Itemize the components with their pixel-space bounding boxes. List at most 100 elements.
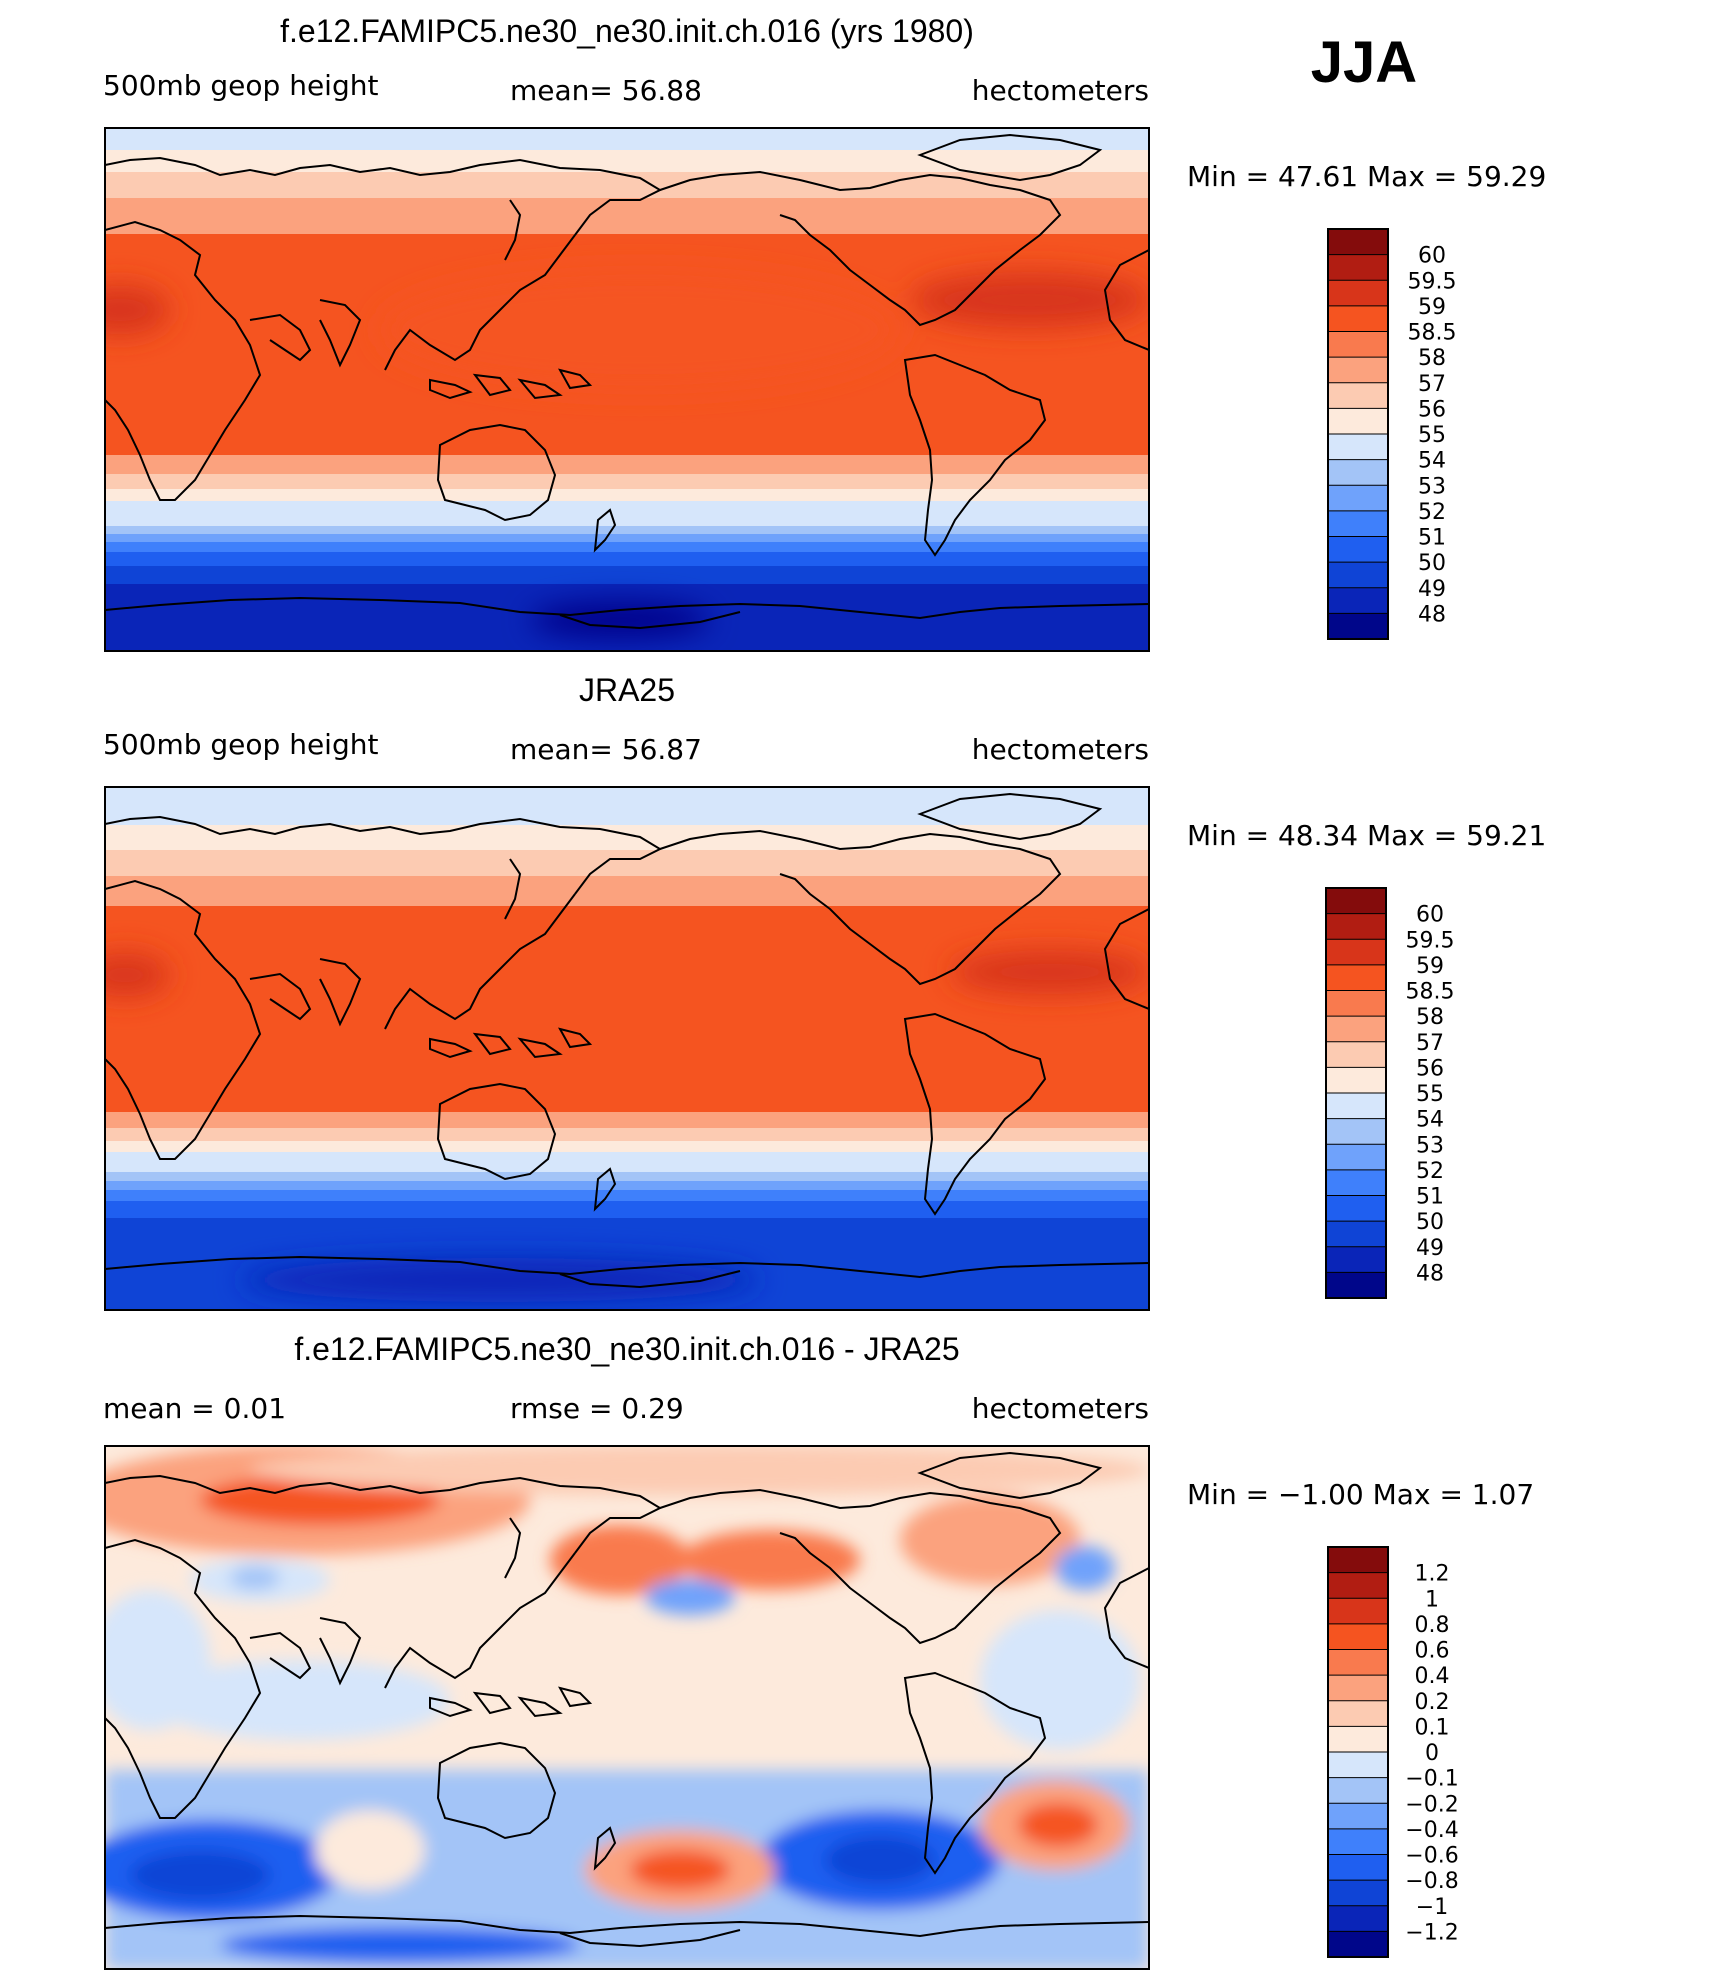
- colorbar-tick-label: 57: [1416, 1031, 1444, 1056]
- colorbar-tick-label: −1: [1416, 1895, 1448, 1920]
- season-label: JJA: [1311, 30, 1417, 95]
- rmse-label: rmse = 0.29: [510, 1392, 684, 1425]
- map-frame: [104, 1445, 1150, 1970]
- colorbar-swatch: [1325, 1246, 1387, 1274]
- colorbar: 1.210.80.60.40.20.10−0.1−0.2−0.4−0.6−0.8…: [1327, 1546, 1459, 1958]
- high-africa: [105, 953, 170, 997]
- colorbar-swatch: [1325, 1015, 1387, 1043]
- colorbar-tick-label: 56: [1418, 397, 1446, 422]
- high-africa: [105, 285, 170, 335]
- min-max-stats: Min = −1.00 Max = 1.07: [1187, 1478, 1534, 1511]
- variable-label: 500mb geop height: [103, 69, 378, 102]
- colorbar-tick-label: 52: [1418, 500, 1446, 525]
- band-south-52: [105, 542, 1149, 554]
- colorbar-tick-label: −1.2: [1405, 1920, 1458, 1945]
- colorbar-tick-label: 58.5: [1406, 980, 1455, 1005]
- colorbar-tick-label: 49: [1418, 577, 1446, 602]
- pos-nw-pacific: [550, 1525, 690, 1595]
- colorbar-swatch: [1327, 1777, 1389, 1805]
- band-arctic: [105, 787, 1149, 832]
- colorbar-tick-label: 0.1: [1415, 1715, 1450, 1740]
- colorbar-tick-label: −0.8: [1405, 1869, 1458, 1894]
- colorbar-tick-label: 58: [1418, 346, 1446, 371]
- pos-canada: [900, 1495, 1080, 1585]
- neg-south-pacific-core: [825, 1835, 935, 1885]
- colorbar-swatch: [1325, 913, 1387, 941]
- map-field: [105, 787, 1149, 1310]
- units-label: hectometers: [972, 733, 1149, 766]
- colorbar-swatch: [1325, 1271, 1387, 1299]
- colorbar-tick-label: −0.6: [1405, 1844, 1458, 1869]
- high-atlantic: [910, 272, 1149, 328]
- colorbar-swatch: [1327, 382, 1389, 410]
- band-57: [105, 850, 1149, 880]
- diff-mean-label: mean = 0.01: [103, 1392, 286, 1425]
- band-polar-cream: [105, 150, 1149, 175]
- low-antarctic: [530, 602, 710, 638]
- colorbar-tick-label: 54: [1418, 449, 1446, 474]
- colorbar-swatch: [1325, 938, 1387, 966]
- colorbar-swatch: [1327, 1905, 1389, 1933]
- colorbar-frame: [1325, 887, 1387, 1299]
- colorbar-tick-label: 55: [1416, 1082, 1444, 1107]
- colorbar-swatch: [1327, 612, 1389, 640]
- colorbar-tick-label: 51: [1416, 1185, 1444, 1210]
- colorbar-swatch: [1327, 356, 1389, 384]
- colorbar-tick-label: 49: [1416, 1236, 1444, 1261]
- colorbar-tick-label: 50: [1418, 551, 1446, 576]
- min-max-stats: Min = 48.34 Max = 59.21: [1187, 819, 1546, 852]
- map-frame: [104, 127, 1150, 652]
- band-south-51: [105, 552, 1149, 568]
- colorbar-tick-label: 0: [1425, 1741, 1439, 1766]
- colorbar-swatch: [1325, 990, 1387, 1018]
- colorbar-tick-label: 59: [1418, 295, 1446, 320]
- colorbar-tick-label: 57: [1418, 372, 1446, 397]
- colorbar-tick-label: 59: [1416, 954, 1444, 979]
- high-atlantic: [950, 950, 1149, 994]
- neg-asia-small: [230, 1566, 280, 1590]
- band-south-51: [105, 1201, 1149, 1221]
- neg-south-indian-core: [130, 1850, 270, 1900]
- colorbar-swatch: [1327, 1879, 1389, 1907]
- colorbar-tick-label: 52: [1416, 1159, 1444, 1184]
- panel-observation: JRA25 500mb geop height mean= 56.87 hect…: [103, 672, 1546, 1311]
- band-58: [105, 876, 1149, 911]
- band-south-50: [105, 566, 1149, 586]
- colorbar-swatch: [1327, 1751, 1389, 1779]
- colorbar-tick-label: 1: [1425, 1587, 1439, 1612]
- colorbar-tick-label: 0.8: [1415, 1613, 1450, 1638]
- neg-samerica: [980, 1610, 1140, 1750]
- band-57: [105, 172, 1149, 202]
- colorbar-swatch: [1325, 1220, 1387, 1248]
- colorbar-swatch: [1327, 1828, 1389, 1856]
- colorbar-tick-label: 53: [1418, 474, 1446, 499]
- colorbar-tick-label: −0.2: [1405, 1792, 1458, 1817]
- colorbar-swatch: [1327, 1700, 1389, 1728]
- colorbar-swatch: [1327, 331, 1389, 359]
- colorbar-tick-label: 53: [1416, 1133, 1444, 1158]
- colorbar-tick-label: 51: [1418, 526, 1446, 551]
- colorbar-swatch: [1325, 1195, 1387, 1223]
- colorbar-tick-label: 48: [1418, 602, 1446, 627]
- units-label: hectometers: [972, 74, 1149, 107]
- colorbar-swatch: [1327, 561, 1389, 589]
- colorbar-tick-label: 0.4: [1415, 1664, 1450, 1689]
- band-south-57: [105, 474, 1149, 492]
- colorbar-tick-label: 54: [1416, 1108, 1444, 1133]
- min-max-stats: Min = 47.61 Max = 59.29: [1187, 160, 1546, 193]
- colorbar-swatch: [1327, 1854, 1389, 1882]
- band-south-53: [105, 534, 1149, 544]
- colorbar-tick-label: −0.4: [1405, 1818, 1458, 1843]
- panel-title: JRA25: [579, 672, 675, 708]
- map-field: [105, 1446, 1149, 1969]
- colorbar-tick-label: 58: [1416, 1005, 1444, 1030]
- colorbar-tick-label: 60: [1418, 244, 1446, 269]
- colorbar-swatch: [1327, 1623, 1389, 1651]
- band-south-58: [105, 455, 1149, 477]
- colorbar-tick-label: 50: [1416, 1210, 1444, 1235]
- colorbar-swatch: [1325, 964, 1387, 992]
- colorbar-tick-label: 0.6: [1415, 1639, 1450, 1664]
- colorbar-tick-label: 0.2: [1415, 1690, 1450, 1715]
